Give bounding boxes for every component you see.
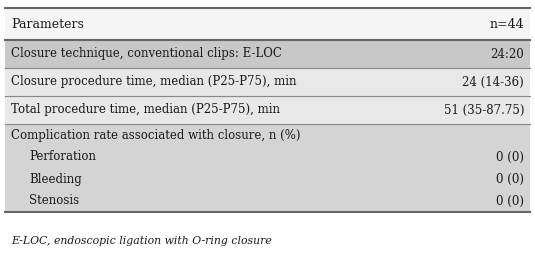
Text: Complication rate associated with closure, n (%): Complication rate associated with closur… [11,129,301,142]
Bar [5,190,530,212]
Text: Perforation: Perforation [29,150,96,163]
Bar [5,96,530,124]
Text: Closure procedure time, median (P25-P75), min: Closure procedure time, median (P25-P75)… [11,76,296,89]
Text: E-LOC, endoscopic ligation with O-ring closure: E-LOC, endoscopic ligation with O-ring c… [11,236,272,246]
Bar [5,8,530,40]
Text: Total procedure time, median (P25-P75), min: Total procedure time, median (P25-P75), … [11,104,280,116]
Bar [5,68,530,96]
Text: 24:20: 24:20 [490,47,524,60]
Bar [5,124,530,146]
Text: 0 (0): 0 (0) [496,195,524,208]
Text: 24 (14-36): 24 (14-36) [462,76,524,89]
Bar [5,168,530,190]
Bar [5,40,530,68]
Text: 0 (0): 0 (0) [496,172,524,185]
Text: Bleeding: Bleeding [29,172,82,185]
Text: Closure technique, conventional clips: E-LOC: Closure technique, conventional clips: E… [11,47,282,60]
Text: 51 (35-87.75): 51 (35-87.75) [444,104,524,116]
Bar [5,146,530,168]
Text: 0 (0): 0 (0) [496,150,524,163]
Text: Stenosis: Stenosis [29,195,79,208]
Text: n=44: n=44 [490,17,524,31]
Text: Parameters: Parameters [11,17,84,31]
